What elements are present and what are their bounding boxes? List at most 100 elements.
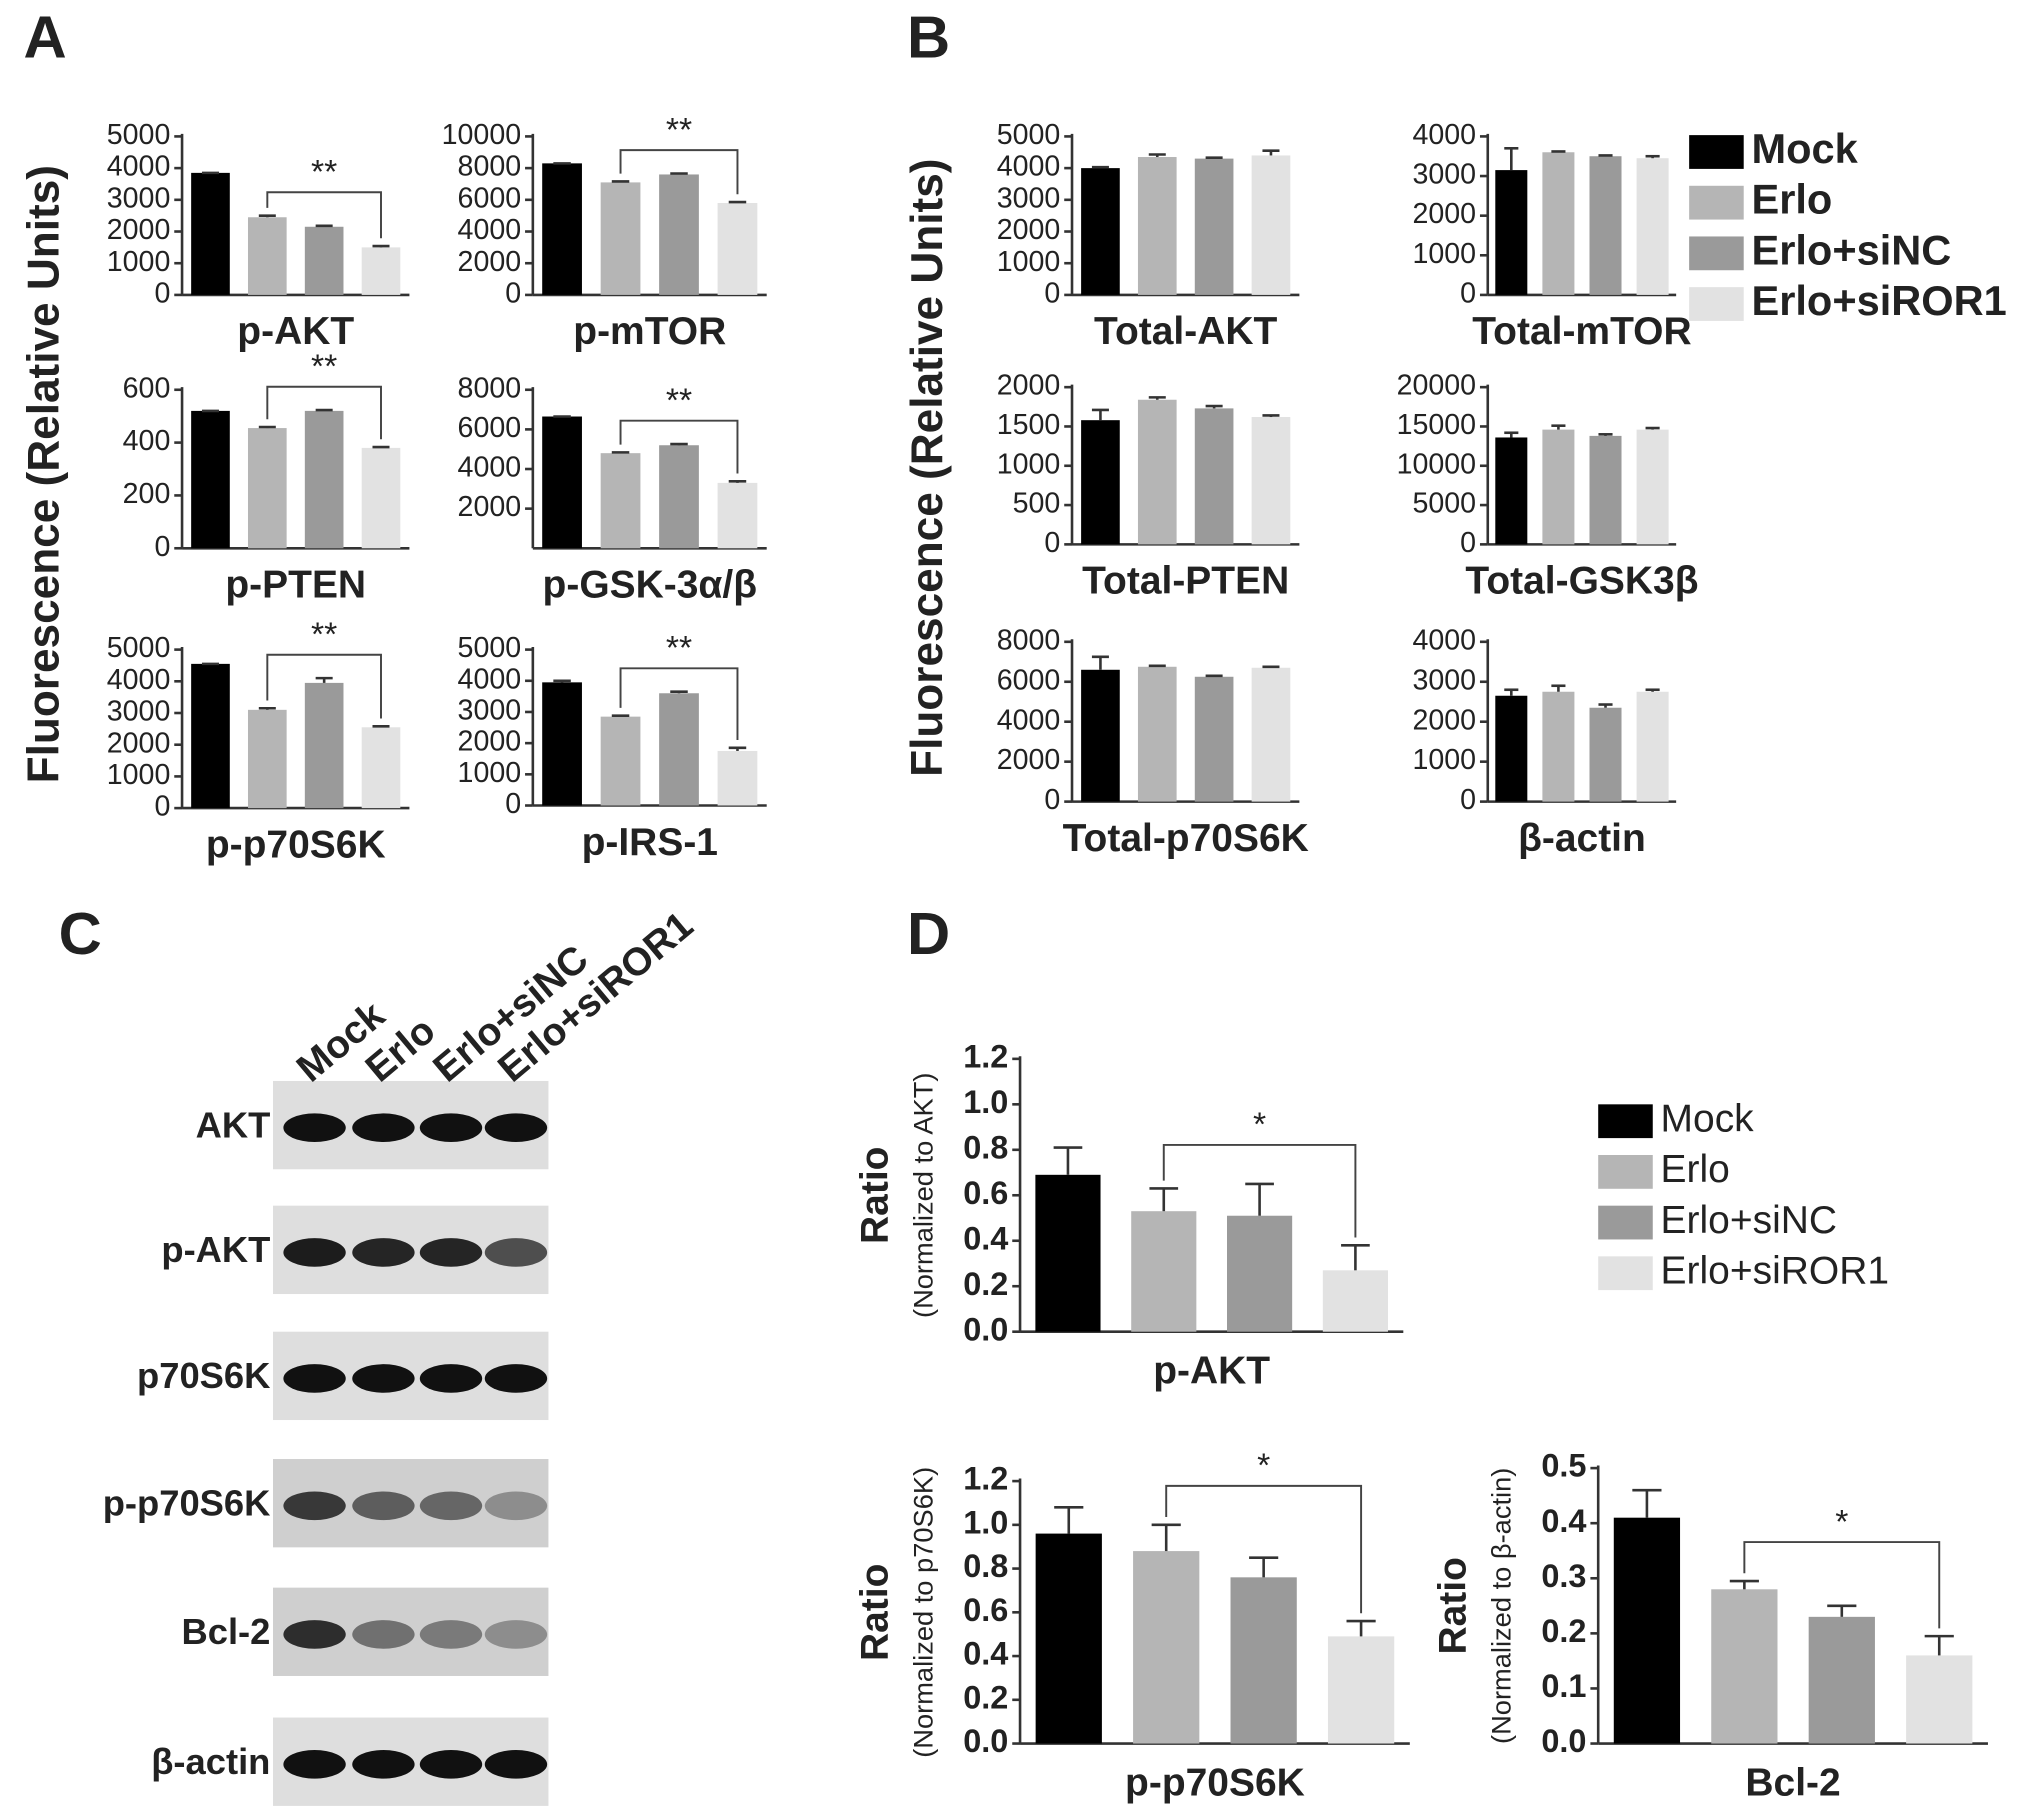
- blot-band: [352, 1620, 415, 1649]
- x-axis-title: Total-mTOR: [1472, 310, 1691, 353]
- significance-label: **: [666, 629, 692, 667]
- bar: [600, 716, 641, 806]
- y-tick-label: 0.0: [963, 1723, 1008, 1759]
- y-tick-label: 0: [1044, 784, 1060, 816]
- legend-swatch: [1689, 135, 1744, 169]
- legend-label: Mock: [1752, 125, 1859, 172]
- blot-band: [484, 1238, 548, 1267]
- y-tick-label: 1500: [997, 409, 1061, 441]
- bar: [1906, 1655, 1973, 1744]
- y-axis-title: Fluorescence (Relative Units): [903, 159, 952, 777]
- significance-label: *: [1835, 1503, 1848, 1541]
- bar: [1322, 1270, 1388, 1332]
- y-tick-label: 6000: [458, 182, 522, 214]
- x-axis-title: p-AKT: [237, 310, 354, 353]
- y-tick-label: 2000: [458, 246, 522, 278]
- y-tick-label: 500: [1013, 488, 1061, 520]
- blot-band: [484, 1113, 548, 1143]
- bar: [659, 174, 699, 295]
- y-tick-label: 4000: [997, 151, 1061, 183]
- y-tick-label: 0.2: [963, 1679, 1008, 1715]
- y-axis-subtitle: (Normalized to β-actin): [1486, 1468, 1517, 1744]
- bar: [1251, 667, 1291, 802]
- y-tick-label: 4000: [1412, 119, 1476, 151]
- legend-swatch: [1598, 1205, 1653, 1240]
- legend-swatch: [1598, 1155, 1653, 1189]
- y-tick-label: 20000: [1397, 370, 1476, 402]
- legend-label: Erlo+siNC: [1661, 1199, 1837, 1242]
- x-axis-title: p-p70S6K: [206, 823, 386, 866]
- significance-bracket: [1165, 1484, 1363, 1614]
- y-tick-label: 4000: [997, 704, 1061, 736]
- y-tick-label: 2000: [107, 214, 171, 246]
- bar: [1137, 399, 1177, 545]
- y-tick-label: 1000: [1412, 744, 1476, 776]
- y-tick-label: 1000: [458, 757, 522, 789]
- y-tick-label: 0.5: [1541, 1448, 1586, 1484]
- y-tick-label: 0: [505, 788, 521, 820]
- y-tick-label: 1.2: [963, 1461, 1008, 1497]
- bar: [1636, 158, 1669, 295]
- significance-label: **: [666, 111, 692, 149]
- bar: [1495, 695, 1528, 802]
- bar: [1230, 1577, 1297, 1744]
- y-tick-label: 3000: [107, 182, 171, 214]
- bar: [542, 682, 582, 806]
- bar: [1589, 707, 1622, 802]
- blot-row-label: p-p70S6K: [103, 1482, 271, 1523]
- x-axis-title: Bcl-2: [1745, 1761, 1840, 1804]
- bar: [361, 727, 401, 809]
- bar: [1251, 155, 1291, 295]
- panel-label: C: [59, 900, 102, 967]
- blot-band: [484, 1364, 548, 1393]
- y-tick-label: 0: [154, 277, 170, 309]
- blot-band: [419, 1113, 483, 1143]
- y-tick-label: 5000: [107, 632, 171, 664]
- y-tick-label: 1.0: [963, 1504, 1008, 1540]
- significance-label: **: [666, 381, 692, 419]
- significance-bracket: [266, 191, 382, 239]
- bar: [1194, 158, 1234, 295]
- bar: [304, 682, 344, 809]
- y-tick-label: 0: [154, 791, 170, 823]
- significance-label: *: [1253, 1106, 1266, 1144]
- y-tick-label: 1.0: [963, 1084, 1008, 1120]
- panel-label: A: [24, 3, 67, 70]
- y-tick-label: 1.2: [963, 1038, 1008, 1074]
- y-axis-subtitle: (Normalized to AKT): [907, 1073, 938, 1318]
- y-tick-label: 2000: [107, 727, 171, 759]
- y-tick-label: 4000: [107, 151, 171, 183]
- y-tick-label: 1000: [107, 246, 171, 278]
- legend-swatch: [1689, 236, 1744, 271]
- blot-row-label: Bcl-2: [181, 1611, 270, 1652]
- y-tick-label: 1000: [997, 246, 1061, 278]
- bar: [1808, 1616, 1875, 1744]
- bar: [304, 410, 344, 549]
- y-tick-label: 0: [154, 531, 170, 563]
- bar: [1636, 691, 1669, 802]
- blot-band: [419, 1491, 483, 1521]
- legend-swatch: [1689, 287, 1744, 321]
- bar: [1542, 691, 1575, 802]
- bar: [717, 482, 758, 549]
- bar: [717, 750, 758, 806]
- bar: [1035, 1174, 1101, 1332]
- y-tick-label: 2000: [997, 370, 1061, 402]
- x-axis-title: p-p70S6K: [1125, 1761, 1305, 1804]
- bar: [191, 172, 230, 295]
- y-tick-label: 0: [1044, 277, 1060, 309]
- significance-label: **: [311, 153, 337, 191]
- y-tick-label: 0: [1460, 277, 1476, 309]
- blot-band: [484, 1750, 548, 1779]
- bar: [1542, 429, 1575, 545]
- legend-swatch: [1598, 1104, 1653, 1139]
- x-axis-title: p-IRS-1: [582, 821, 718, 864]
- y-tick-label: 0.6: [963, 1592, 1008, 1628]
- significance-bracket: [619, 149, 739, 195]
- x-axis-title: Total-p70S6K: [1063, 817, 1309, 860]
- y-tick-label: 3000: [107, 696, 171, 728]
- bar: [1227, 1215, 1293, 1332]
- bar: [247, 217, 287, 295]
- bar: [1251, 417, 1291, 545]
